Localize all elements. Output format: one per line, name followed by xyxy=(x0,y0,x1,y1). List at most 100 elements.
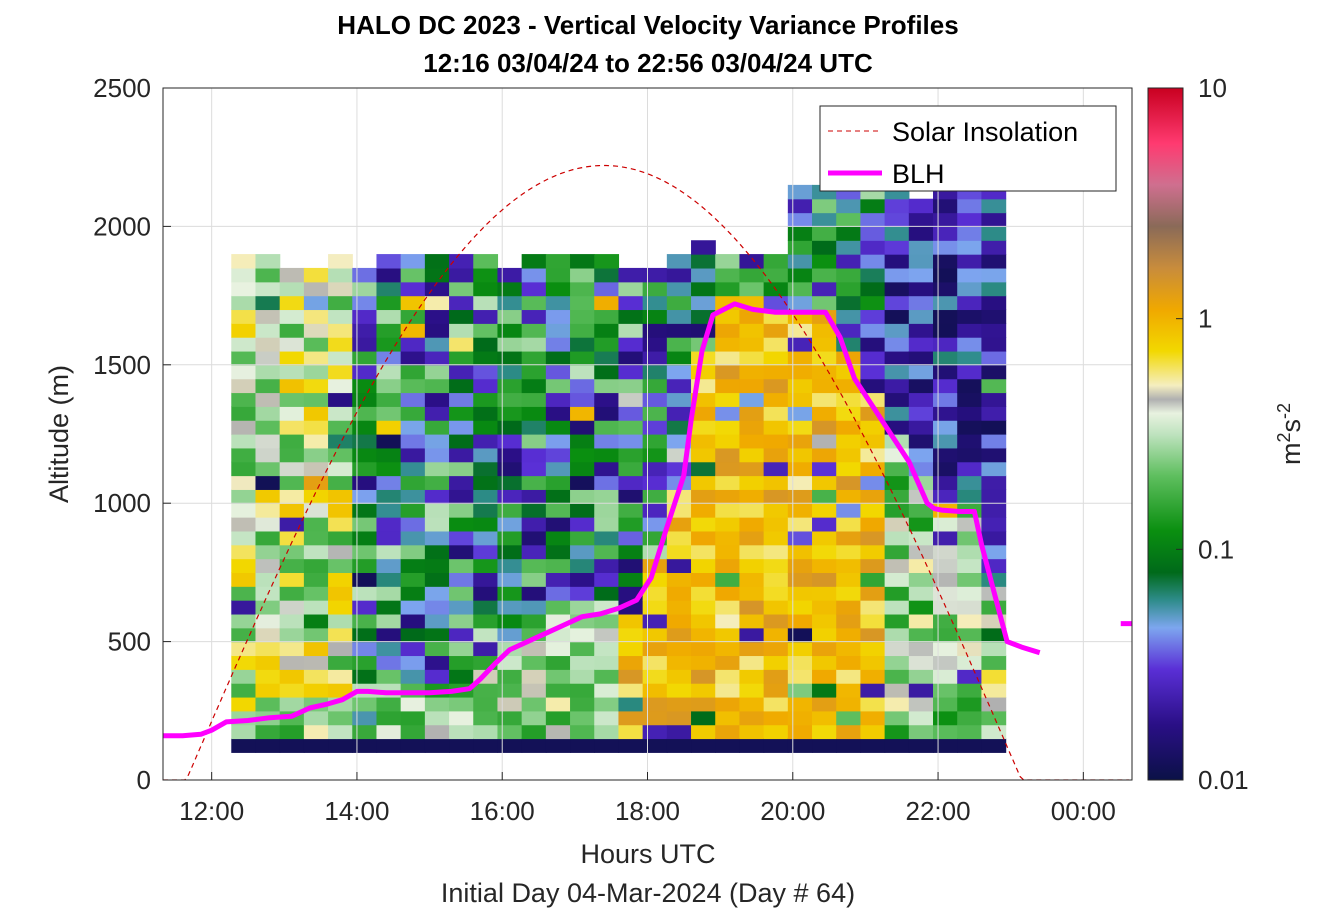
heatmap-cell xyxy=(521,309,547,324)
heatmap-cell xyxy=(618,461,644,477)
heatmap-cell xyxy=(303,503,329,518)
heatmap-cell xyxy=(908,212,934,227)
heatmap-cell xyxy=(473,517,499,532)
heatmap-cell xyxy=(594,696,620,712)
heatmap-cell xyxy=(666,710,692,726)
heatmap-cell xyxy=(570,337,595,352)
colorbar-tick-label: 1 xyxy=(1198,304,1212,334)
heatmap-cell xyxy=(884,392,910,407)
heatmap-cell xyxy=(787,738,813,753)
heatmap-cell xyxy=(787,641,813,657)
heatmap-cell xyxy=(836,655,862,670)
heatmap-cell xyxy=(376,613,402,629)
heatmap-cell xyxy=(594,281,620,297)
heatmap-cell xyxy=(642,461,668,477)
heatmap-cell xyxy=(303,669,329,684)
heatmap-cell xyxy=(642,392,668,407)
heatmap-cell xyxy=(352,378,378,394)
heatmap-cell xyxy=(594,627,620,643)
heatmap-cell xyxy=(739,364,765,380)
heatmap-cell xyxy=(255,572,281,587)
heatmap-cell xyxy=(279,350,305,366)
heatmap-cell xyxy=(279,724,305,740)
heatmap-cell xyxy=(812,337,837,352)
heatmap-cell xyxy=(497,364,523,380)
heatmap-cell xyxy=(739,489,765,504)
heatmap-cell xyxy=(231,323,257,338)
heatmap-cell xyxy=(400,420,426,435)
heatmap-cell xyxy=(957,364,983,380)
heatmap-cell xyxy=(666,683,692,698)
heatmap-cell xyxy=(255,683,281,698)
heatmap-cell xyxy=(376,558,402,573)
heatmap-cell xyxy=(570,600,595,615)
heatmap-cell xyxy=(933,530,958,546)
heatmap-cell xyxy=(473,392,499,407)
heatmap-cell xyxy=(424,267,450,283)
heatmap-cell xyxy=(715,392,741,407)
heatmap-cell xyxy=(255,392,281,407)
heatmap-cell xyxy=(303,586,329,601)
colorbar-tick-label: 0.01 xyxy=(1198,765,1249,795)
heatmap-cell xyxy=(594,447,620,463)
heatmap-cell xyxy=(666,295,692,311)
heatmap-cell xyxy=(231,364,257,380)
heatmap-cell xyxy=(836,240,862,255)
heatmap-cell xyxy=(860,281,886,297)
y-tick-label: 1500 xyxy=(93,350,151,380)
heatmap-cells xyxy=(231,171,1007,753)
heatmap-cell xyxy=(352,447,378,463)
heatmap-cell xyxy=(255,267,281,283)
heatmap-cell xyxy=(957,240,983,255)
heatmap-cell xyxy=(836,212,862,227)
heatmap-cell xyxy=(570,530,595,546)
heatmap-cell xyxy=(957,724,983,740)
heatmap-cell xyxy=(981,212,1007,227)
heatmap-cell xyxy=(787,461,813,477)
heatmap-cell xyxy=(957,295,983,311)
heatmap-cell xyxy=(618,669,644,684)
heatmap-cell xyxy=(957,267,983,283)
heatmap-cell xyxy=(303,364,329,380)
heatmap-cell xyxy=(715,530,741,546)
heatmap-cell xyxy=(400,641,426,657)
heatmap-cell xyxy=(594,683,620,698)
heatmap-cell xyxy=(812,226,837,241)
legend-label-blh: BLH xyxy=(892,159,945,189)
x-tick-label: 00:00 xyxy=(1051,796,1116,826)
heatmap-cell xyxy=(957,558,983,573)
heatmap-cell xyxy=(521,406,547,421)
heatmap-cell xyxy=(908,517,934,532)
heatmap-cell xyxy=(836,198,862,214)
heatmap-cell xyxy=(400,517,426,532)
heatmap-cell xyxy=(521,586,547,601)
heatmap-cell xyxy=(981,309,1007,324)
heatmap-cell xyxy=(521,641,547,657)
heatmap-cell xyxy=(715,420,741,435)
heatmap-cell xyxy=(787,392,813,407)
heatmap-cell xyxy=(666,613,692,629)
heatmap-cell xyxy=(836,696,862,712)
heatmap-cell xyxy=(884,226,910,241)
heatmap-cell xyxy=(328,600,353,615)
heatmap-cell xyxy=(739,600,765,615)
heatmap-cell xyxy=(884,337,910,352)
heatmap-cell xyxy=(691,586,716,601)
heatmap-cell xyxy=(860,683,886,698)
heatmap-cell xyxy=(642,323,668,338)
heatmap-cell xyxy=(521,254,547,269)
heatmap-cell xyxy=(836,323,862,338)
heatmap-cell xyxy=(836,724,862,740)
heatmap-cell xyxy=(497,489,523,504)
heatmap-cell xyxy=(570,724,595,740)
heatmap-cell xyxy=(691,627,716,643)
heatmap-cell xyxy=(812,447,837,463)
heatmap-cell xyxy=(957,254,983,269)
heatmap-cell xyxy=(545,364,571,380)
heatmap-cell xyxy=(908,586,934,601)
heatmap-cell xyxy=(812,696,837,712)
heatmap-cell xyxy=(376,696,402,712)
heatmap-cell xyxy=(860,295,886,311)
heatmap-cell xyxy=(497,461,523,477)
heatmap-cell xyxy=(860,475,886,490)
